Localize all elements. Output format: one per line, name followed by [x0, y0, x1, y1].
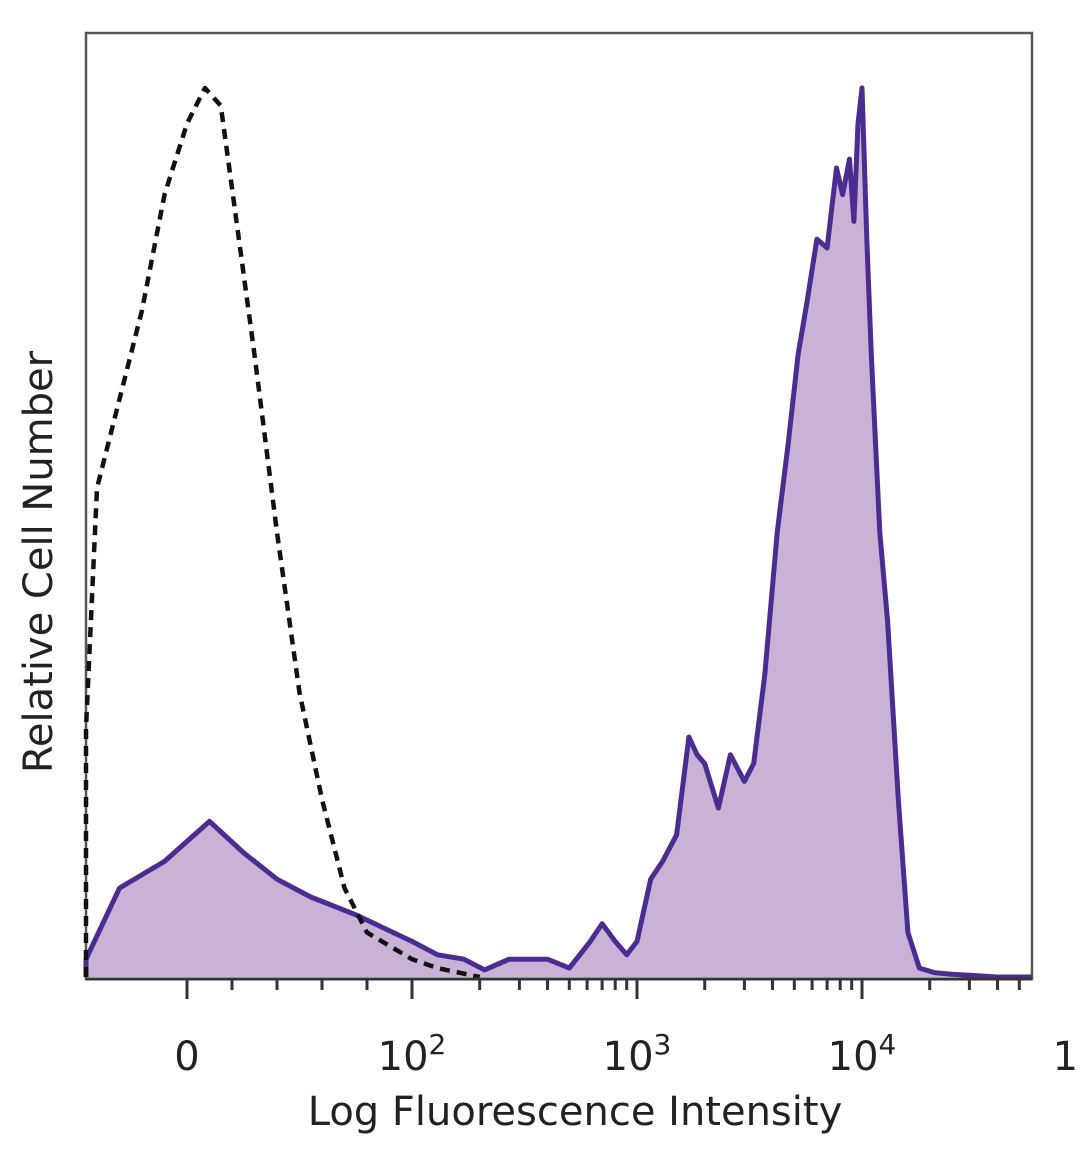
x-tick-label-base: 10	[1053, 1034, 1080, 1080]
x-tick-label: 103	[603, 1028, 672, 1080]
x-axis-tick-labels: 0102103104105	[174, 1028, 1080, 1080]
x-tick-label-base: 0	[174, 1034, 199, 1080]
x-tick-label-base: 10	[603, 1034, 654, 1080]
x-axis-title: Log Fluorescence Intensity	[308, 1089, 843, 1135]
x-tick-label: 0	[174, 1034, 199, 1080]
x-tick-label-base: 10	[828, 1034, 879, 1080]
x-tick-label-exponent: 2	[429, 1028, 447, 1061]
series-0-area	[86, 88, 1032, 977]
series-layer	[83, 85, 1032, 980]
x-tick-label-exponent: 4	[879, 1028, 897, 1061]
series-1-line	[83, 85, 481, 980]
x-tick-label: 102	[378, 1028, 447, 1080]
y-axis-title: Relative Cell Number	[16, 350, 62, 773]
x-axis-ticks	[185, 979, 1021, 999]
x-tick-label-exponent: 3	[654, 1028, 672, 1061]
x-tick-label: 105	[1053, 1028, 1080, 1080]
x-tick-label: 104	[828, 1028, 897, 1080]
series-0-line	[83, 85, 1032, 980]
x-tick-label-base: 10	[378, 1034, 429, 1080]
